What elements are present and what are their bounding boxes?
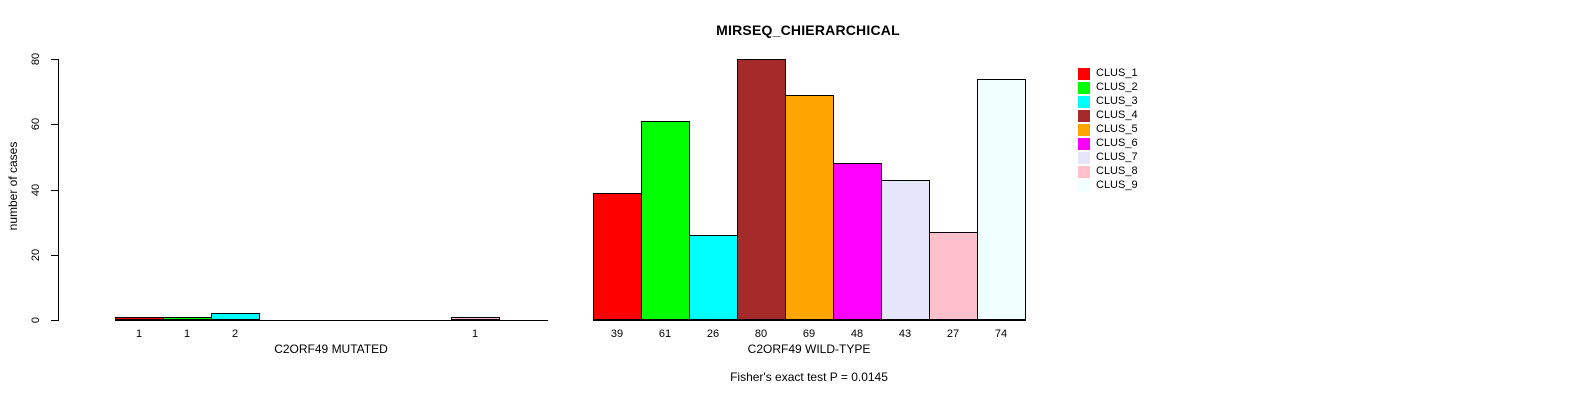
- legend-label-clus-9: CLUS_9: [1096, 179, 1138, 191]
- legend-swatch-clus-6: [1078, 137, 1090, 150]
- bar-value-label-mutated-clus-8: 1: [471, 328, 479, 340]
- legend-swatch-clus-4: [1078, 109, 1090, 122]
- bar-wild-type-clus-8: [929, 232, 978, 320]
- legend-item-clus-8: CLUS_8: [1078, 165, 1138, 178]
- x-axis-label-mutated: C2ORF49 MUTATED: [274, 342, 388, 356]
- legend-swatch-clus-8: [1078, 165, 1090, 178]
- y-tick: [51, 124, 58, 125]
- bar-mutated-clus-8: [451, 317, 500, 320]
- bar-value-label-mutated-clus-1: 1: [135, 328, 143, 340]
- bar-mutated-clus-1: [115, 317, 164, 320]
- x-axis-line-wild-type: [593, 320, 1026, 321]
- bar-wild-type-clus-6: [833, 163, 882, 320]
- bar-value-label-wild-type-clus-7: 43: [898, 328, 912, 340]
- bar-wild-type-clus-9: [977, 79, 1026, 320]
- bar-wild-type-clus-5: [785, 95, 834, 320]
- y-tick: [51, 320, 58, 321]
- legend-swatch-clus-1: [1078, 67, 1090, 80]
- legend-label-clus-8: CLUS_8: [1096, 165, 1138, 177]
- bar-value-label-mutated-clus-2: 1: [183, 328, 191, 340]
- y-axis-line: [58, 59, 59, 321]
- bar-value-label-wild-type-clus-4: 80: [754, 328, 768, 340]
- legend-swatch-clus-7: [1078, 151, 1090, 164]
- legend-label-clus-6: CLUS_6: [1096, 137, 1138, 149]
- bar-value-label-wild-type-clus-2: 61: [658, 328, 672, 340]
- legend-item-clus-7: CLUS_7: [1078, 151, 1138, 164]
- legend-label-clus-4: CLUS_4: [1096, 109, 1138, 121]
- y-tick-label: 0: [30, 316, 42, 324]
- legend-swatch-clus-5: [1078, 123, 1090, 136]
- legend-label-clus-7: CLUS_7: [1096, 151, 1138, 163]
- y-axis-label: number of cases: [6, 141, 20, 231]
- bar-value-label-wild-type-clus-5: 69: [802, 328, 816, 340]
- legend-swatch-clus-2: [1078, 81, 1090, 94]
- chart-title: MIRSEQ_CHIERARCHICAL: [716, 22, 900, 38]
- legend-item-clus-2: CLUS_2: [1078, 81, 1138, 94]
- legend-swatch-clus-3: [1078, 95, 1090, 108]
- legend-item-clus-6: CLUS_6: [1078, 137, 1138, 150]
- y-tick-label: 60: [30, 117, 42, 131]
- bar-wild-type-clus-1: [593, 193, 642, 320]
- bar-value-label-wild-type-clus-8: 27: [946, 328, 960, 340]
- legend-label-clus-5: CLUS_5: [1096, 123, 1138, 135]
- legend-item-clus-4: CLUS_4: [1078, 109, 1138, 122]
- bar-wild-type-clus-3: [689, 235, 738, 320]
- bar-wild-type-clus-4: [737, 59, 786, 320]
- legend-item-clus-3: CLUS_3: [1078, 95, 1138, 108]
- bar-value-label-wild-type-clus-6: 48: [850, 328, 864, 340]
- x-axis-label-wild-type: C2ORF49 WILD-TYPE: [747, 342, 871, 356]
- legend-label-clus-2: CLUS_2: [1096, 81, 1138, 93]
- y-tick-label: 80: [30, 52, 42, 66]
- legend-item-clus-1: CLUS_1: [1078, 67, 1138, 80]
- legend-item-clus-5: CLUS_5: [1078, 123, 1138, 136]
- fisher-test-annotation: Fisher's exact test P = 0.0145: [730, 370, 888, 384]
- y-tick: [51, 59, 58, 60]
- x-axis-line-mutated: [115, 320, 548, 321]
- bar-value-label-wild-type-clus-1: 39: [610, 328, 624, 340]
- legend-label-clus-1: CLUS_1: [1096, 67, 1138, 79]
- y-tick-label: 40: [30, 183, 42, 197]
- bar-wild-type-clus-7: [881, 180, 930, 320]
- y-tick: [51, 190, 58, 191]
- legend-swatch-clus-9: [1078, 179, 1090, 192]
- bar-value-label-wild-type-clus-3: 26: [706, 328, 720, 340]
- bar-wild-type-clus-2: [641, 121, 690, 320]
- bar-value-label-wild-type-clus-9: 74: [994, 328, 1008, 340]
- bar-mutated-clus-3: [211, 313, 260, 320]
- y-tick: [51, 255, 58, 256]
- y-tick-label: 20: [30, 248, 42, 262]
- bar-value-label-mutated-clus-3: 2: [231, 328, 239, 340]
- legend-item-clus-9: CLUS_9: [1078, 179, 1138, 192]
- legend-label-clus-3: CLUS_3: [1096, 95, 1138, 107]
- bar-mutated-clus-2: [163, 317, 212, 320]
